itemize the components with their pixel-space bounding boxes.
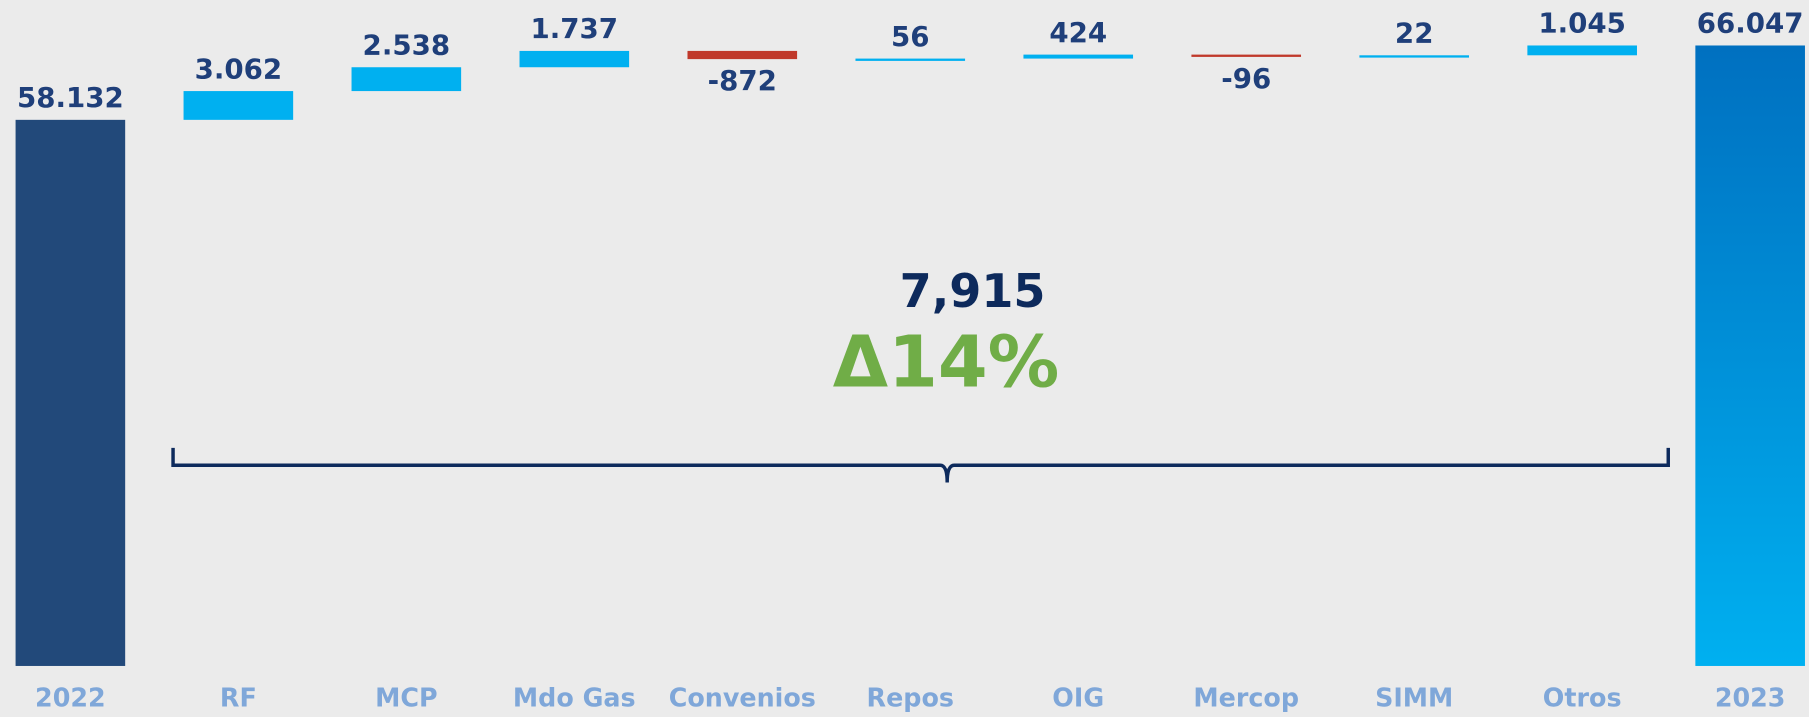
x-tick-label: Convenios <box>669 682 816 712</box>
bar <box>1527 45 1637 56</box>
value-label: 1.045 <box>1538 7 1626 40</box>
percent-change: Δ14% <box>833 321 1060 404</box>
x-tick-label: MCP <box>375 682 437 712</box>
value-label: 1.737 <box>531 12 619 45</box>
value-label: 424 <box>1049 16 1107 49</box>
bar <box>1695 45 1805 666</box>
bar <box>183 91 294 120</box>
value-label: 56 <box>891 20 930 53</box>
bar <box>15 119 126 666</box>
value-label: 66.047 <box>1697 7 1804 40</box>
value-label: 58.132 <box>17 81 124 114</box>
x-tick-label: OIG <box>1052 682 1104 712</box>
bar <box>519 50 630 68</box>
bar <box>687 50 798 60</box>
bracket <box>171 447 1670 483</box>
x-tick-label: Mercop <box>1193 682 1299 712</box>
value-label: 3.062 <box>195 52 283 85</box>
x-tick-label: RF <box>220 682 257 712</box>
x-tick-label: 2022 <box>35 682 106 712</box>
x-tick-label: SIMM <box>1375 682 1453 712</box>
bar <box>1191 54 1302 57</box>
bar <box>351 67 462 92</box>
x-tick-label: Repos <box>867 682 954 712</box>
x-tick-label: Otros <box>1543 682 1622 712</box>
bar <box>855 58 966 61</box>
bar <box>1023 54 1134 59</box>
x-tick-label: 2023 <box>1715 682 1786 712</box>
value-label: 22 <box>1395 17 1434 50</box>
total-change: 7,915 <box>900 264 1046 318</box>
bar <box>1359 55 1470 58</box>
x-tick-label: Mdo Gas <box>513 682 636 712</box>
value-label: -872 <box>708 64 777 97</box>
value-label: 2.538 <box>363 28 451 61</box>
value-label: -96 <box>1221 62 1271 95</box>
